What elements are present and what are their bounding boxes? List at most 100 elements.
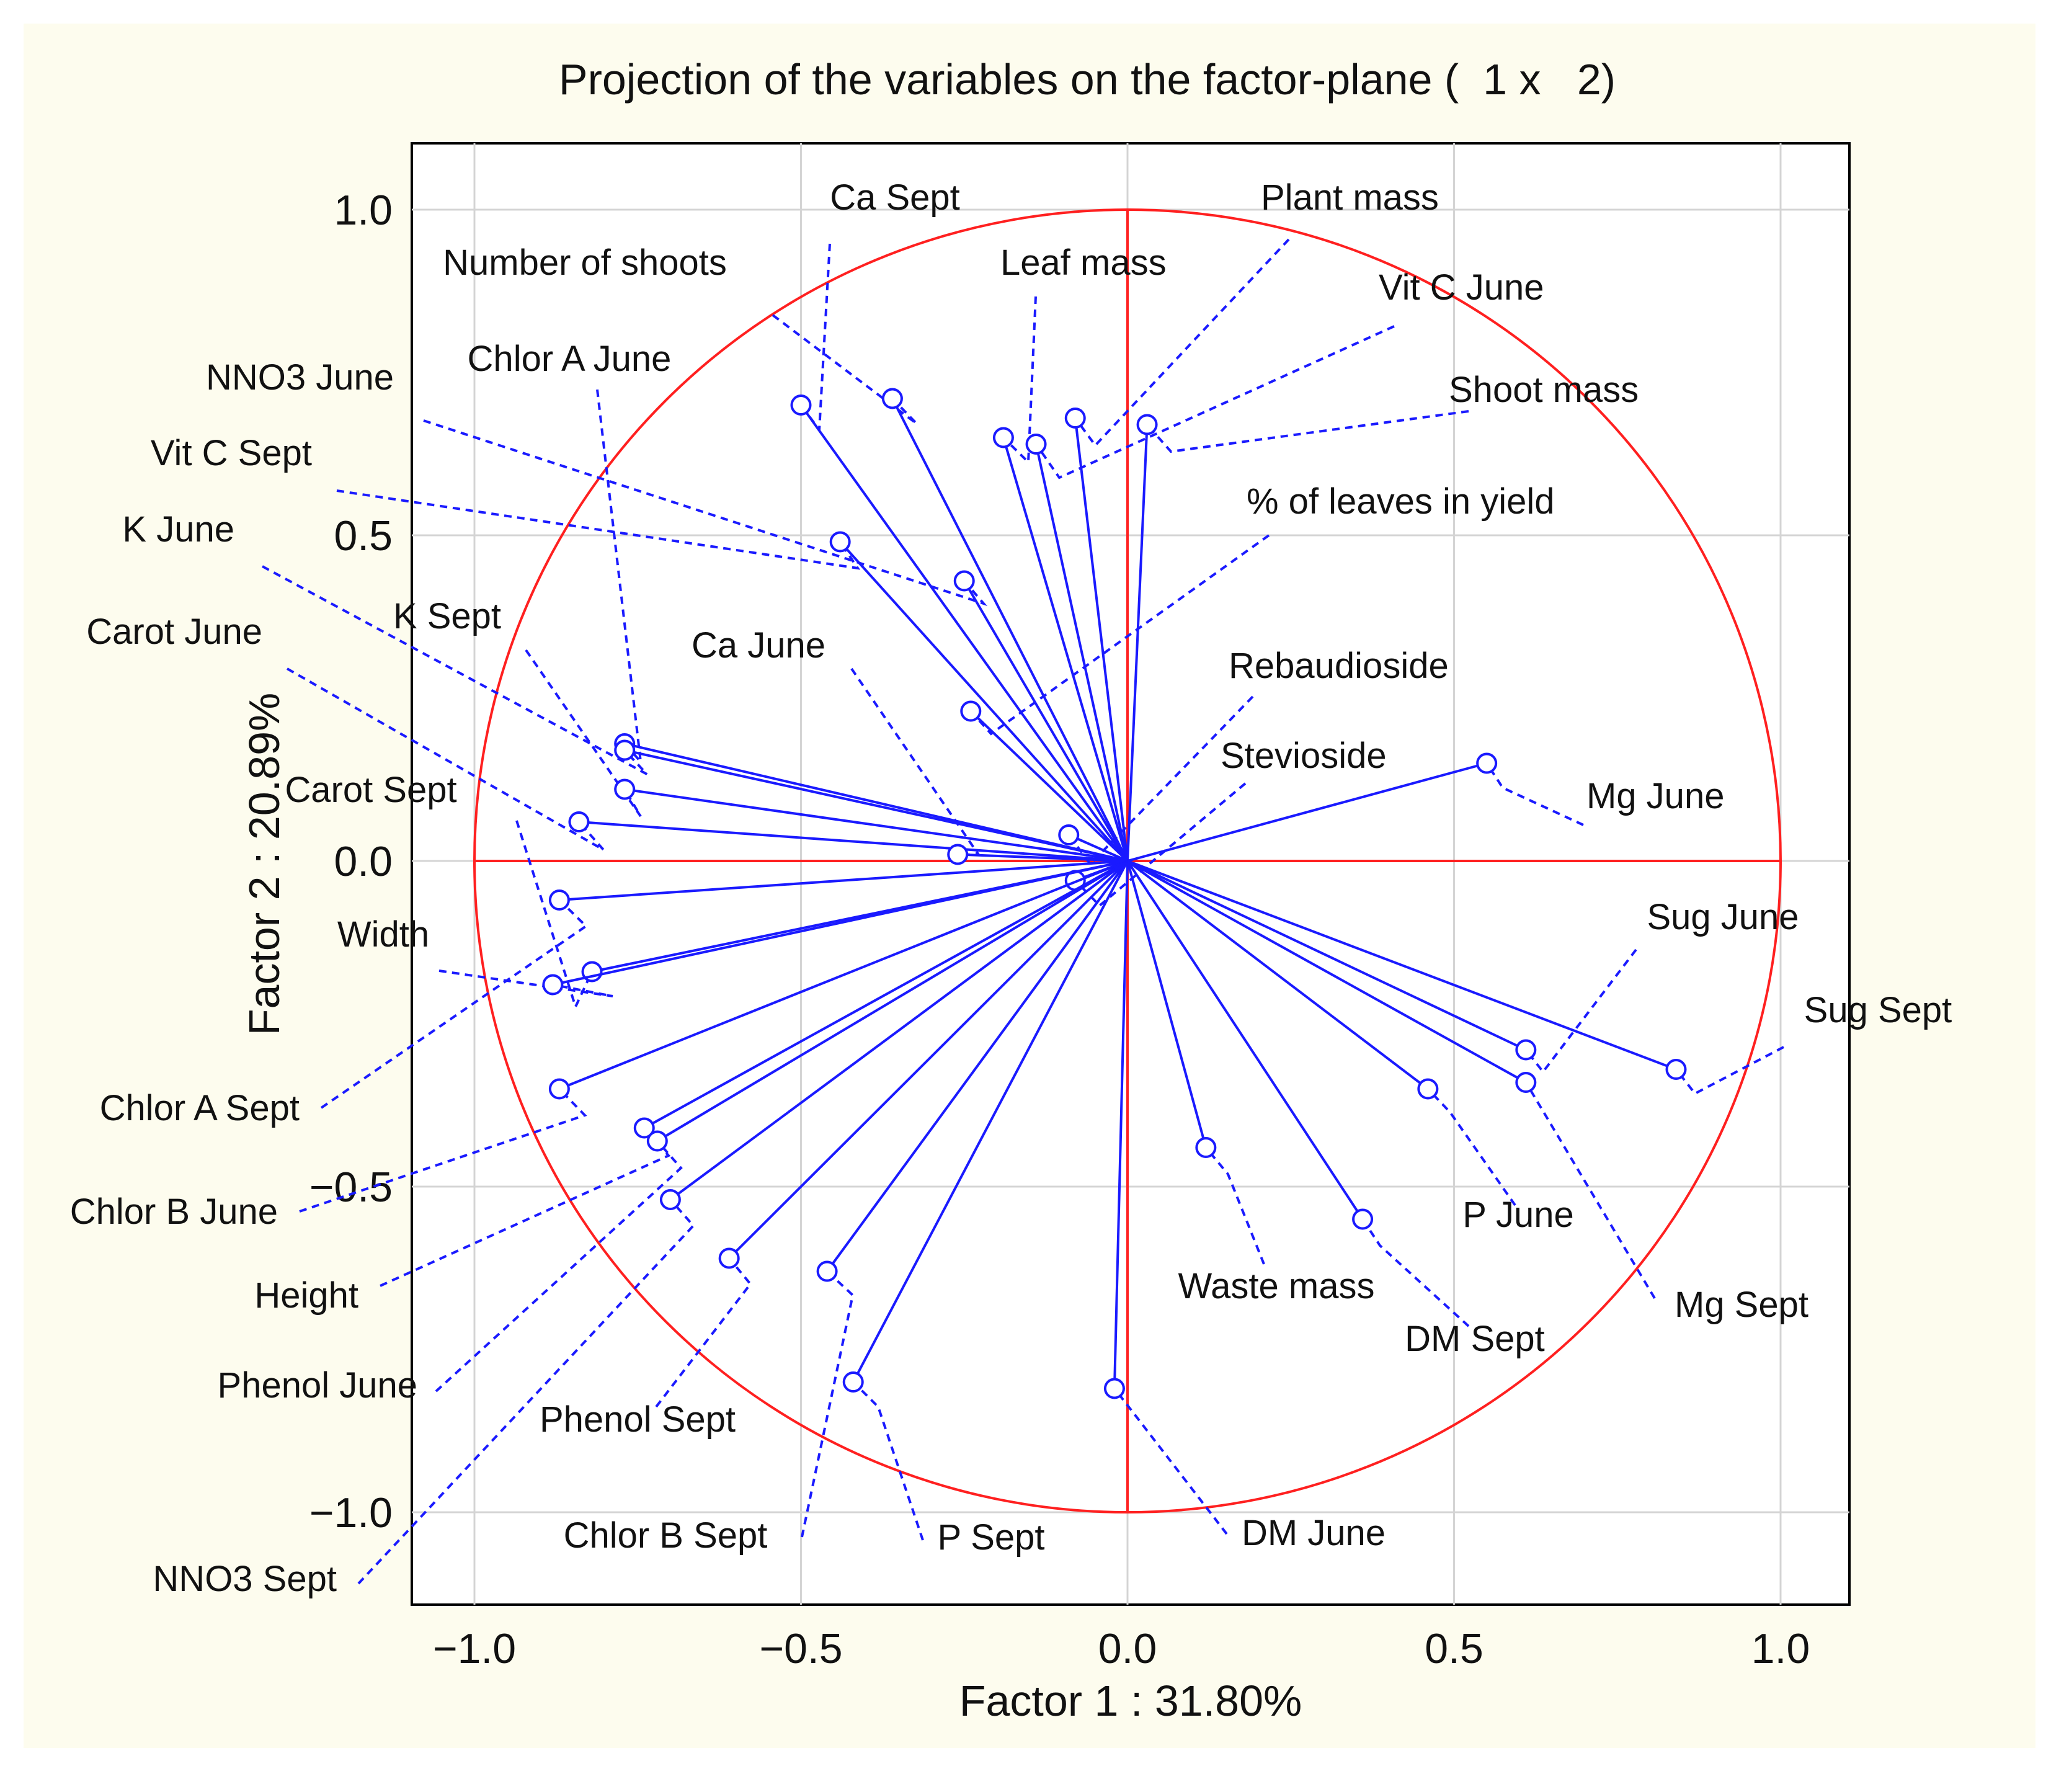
vector-nno3-sept bbox=[669, 860, 1129, 1201]
x-tick-label: 0.5 bbox=[1425, 1625, 1484, 1672]
point-k-sept bbox=[614, 778, 636, 800]
label-plant-mass: Plant mass bbox=[1261, 177, 1439, 218]
vector-carot-june bbox=[579, 821, 1128, 862]
leader-line-chlor-b-sept bbox=[801, 1270, 855, 1538]
point-sug-sept bbox=[1665, 1059, 1687, 1080]
label-chlor-b-sept: Chlor B Sept bbox=[564, 1515, 768, 1556]
label-vit-c-june: Vit C June bbox=[1379, 267, 1544, 308]
vector-rebaudioside bbox=[1068, 834, 1128, 862]
label-dm-june: DM June bbox=[1242, 1513, 1386, 1553]
label-stevioside: Stevioside bbox=[1221, 736, 1387, 776]
label-p-june: P June bbox=[1462, 1195, 1574, 1235]
label-width: Width bbox=[337, 914, 429, 955]
label-vit-c-sept: Vit C Sept bbox=[151, 433, 312, 473]
x-tick-labels: −1.0 −0.5 0.0 0.5 1.0 bbox=[433, 1625, 1810, 1672]
vector-chlor-b-june bbox=[559, 860, 1128, 1090]
point-ca-sept bbox=[790, 395, 812, 416]
leader-line-p-june bbox=[1426, 1088, 1516, 1206]
leader-line-pct-of-leaves-in-yield bbox=[969, 534, 1270, 736]
label-waste-mass: Waste mass bbox=[1178, 1266, 1375, 1306]
y-tick-label: −0.5 bbox=[309, 1164, 393, 1211]
variable-vectors bbox=[542, 388, 1687, 1399]
vector-sug-june bbox=[1127, 860, 1527, 1051]
vector-k-june bbox=[624, 749, 1128, 862]
label-chlor-b-june: Chlor B June bbox=[70, 1192, 278, 1232]
leader-line-chlor-a-sept bbox=[320, 899, 589, 1109]
vector-height bbox=[643, 860, 1128, 1130]
point-waste-mass bbox=[1195, 1137, 1217, 1158]
chart-title: Projection of the variables on the facto… bbox=[559, 55, 1616, 104]
label-p-sept: P Sept bbox=[937, 1517, 1044, 1558]
label-nno3-june: NNO3 June bbox=[206, 357, 394, 398]
vector-number-of-shoots bbox=[891, 398, 1129, 862]
point-p-sept bbox=[842, 1371, 864, 1393]
point-shoot-mass bbox=[1136, 414, 1158, 435]
vector-phenol-sept bbox=[728, 860, 1129, 1259]
vector-mg-sept bbox=[1127, 860, 1527, 1084]
vector-shoot-mass bbox=[1126, 424, 1149, 862]
leader-line-dm-sept bbox=[1361, 1218, 1470, 1327]
point-nno3-sept bbox=[659, 1189, 681, 1210]
y-tick-label: 1.0 bbox=[334, 187, 393, 234]
point-k-june bbox=[614, 739, 636, 761]
label-nno3-sept: NNO3 Sept bbox=[153, 1559, 337, 1599]
point-vit-c-sept bbox=[829, 531, 851, 553]
label-mg-sept: Mg Sept bbox=[1675, 1285, 1808, 1325]
vector-chlor-b-sept bbox=[826, 860, 1129, 1272]
pca-chart: Projection of the variables on the facto… bbox=[70, 55, 1952, 1725]
vector-phenol-june bbox=[656, 860, 1129, 1143]
leader-line-chlor-b-june bbox=[299, 1088, 587, 1213]
point-chlor-a-sept bbox=[548, 889, 570, 911]
variable-labels: Ca Sept Number of shoots Leaf mass Plant ma… bbox=[70, 177, 1952, 1599]
label-phenol-june: Phenol June bbox=[218, 1365, 417, 1406]
leader-line-stevioside bbox=[1074, 782, 1247, 907]
vector-dm-sept bbox=[1126, 860, 1364, 1220]
vector-ca-june bbox=[958, 853, 1128, 862]
x-tick-label: 1.0 bbox=[1751, 1625, 1810, 1672]
vector-p-sept bbox=[852, 860, 1129, 1383]
label-number-of-shoots: Number of shoots bbox=[443, 243, 727, 283]
chart-frame: Projection of the variables on the facto… bbox=[24, 24, 2035, 1748]
point-leaf-mass bbox=[992, 427, 1014, 448]
point-mg-sept bbox=[1515, 1072, 1537, 1093]
point-dm-june bbox=[1103, 1378, 1125, 1399]
y-tick-label: 0.5 bbox=[334, 512, 393, 559]
label-height: Height bbox=[254, 1275, 358, 1316]
vector-sug-sept bbox=[1127, 860, 1677, 1071]
vector-dm-june bbox=[1113, 860, 1129, 1389]
vector-chlor-a-sept bbox=[559, 860, 1128, 901]
vector-ca-sept bbox=[799, 404, 1129, 862]
leader-line-carot-june bbox=[287, 667, 605, 851]
label-k-sept: K Sept bbox=[393, 596, 501, 636]
x-tick-label: 0.0 bbox=[1098, 1625, 1157, 1672]
label-carot-june: Carot June bbox=[86, 612, 262, 652]
vector-plant-mass bbox=[1074, 417, 1129, 862]
vector-p-june bbox=[1126, 860, 1429, 1090]
point-pct-of-leaves-in-yield bbox=[960, 700, 982, 722]
point-phenol-june bbox=[646, 1130, 668, 1152]
vector-vit-c-june bbox=[1034, 444, 1129, 862]
leader-line-leaf-mass bbox=[1002, 296, 1037, 465]
leader-line-plant-mass bbox=[1074, 238, 1290, 448]
leader-line-dm-june bbox=[1113, 1388, 1228, 1535]
leader-line-waste-mass bbox=[1204, 1146, 1265, 1265]
leader-line-k-june bbox=[262, 565, 648, 775]
y-tick-label: 0.0 bbox=[334, 838, 393, 885]
point-chlor-b-june bbox=[548, 1078, 570, 1100]
label-sug-june: Sug June bbox=[1647, 897, 1799, 937]
label-leaf-mass: Leaf mass bbox=[1000, 243, 1167, 283]
vector-k-sept bbox=[624, 788, 1128, 862]
leader-line-vit-c-june bbox=[1034, 325, 1395, 479]
leader-line-nno3-june bbox=[423, 419, 988, 607]
label-sug-sept: Sug Sept bbox=[1804, 990, 1952, 1030]
label-ca-june: Ca June bbox=[692, 625, 825, 666]
vector-waste-mass bbox=[1126, 860, 1208, 1148]
label-shoot-mass: Shoot mass bbox=[1449, 370, 1639, 410]
label-chlor-a-june: Chlor A June bbox=[468, 339, 672, 379]
vector-nno3-june bbox=[963, 580, 1129, 862]
label-k-june: K June bbox=[122, 509, 234, 550]
point-rebaudioside bbox=[1058, 824, 1080, 845]
y-tick-labels: −1.0 −0.5 0.0 0.5 1.0 bbox=[309, 187, 393, 1536]
point-p-june bbox=[1417, 1078, 1439, 1100]
point-mg-june bbox=[1476, 752, 1498, 774]
